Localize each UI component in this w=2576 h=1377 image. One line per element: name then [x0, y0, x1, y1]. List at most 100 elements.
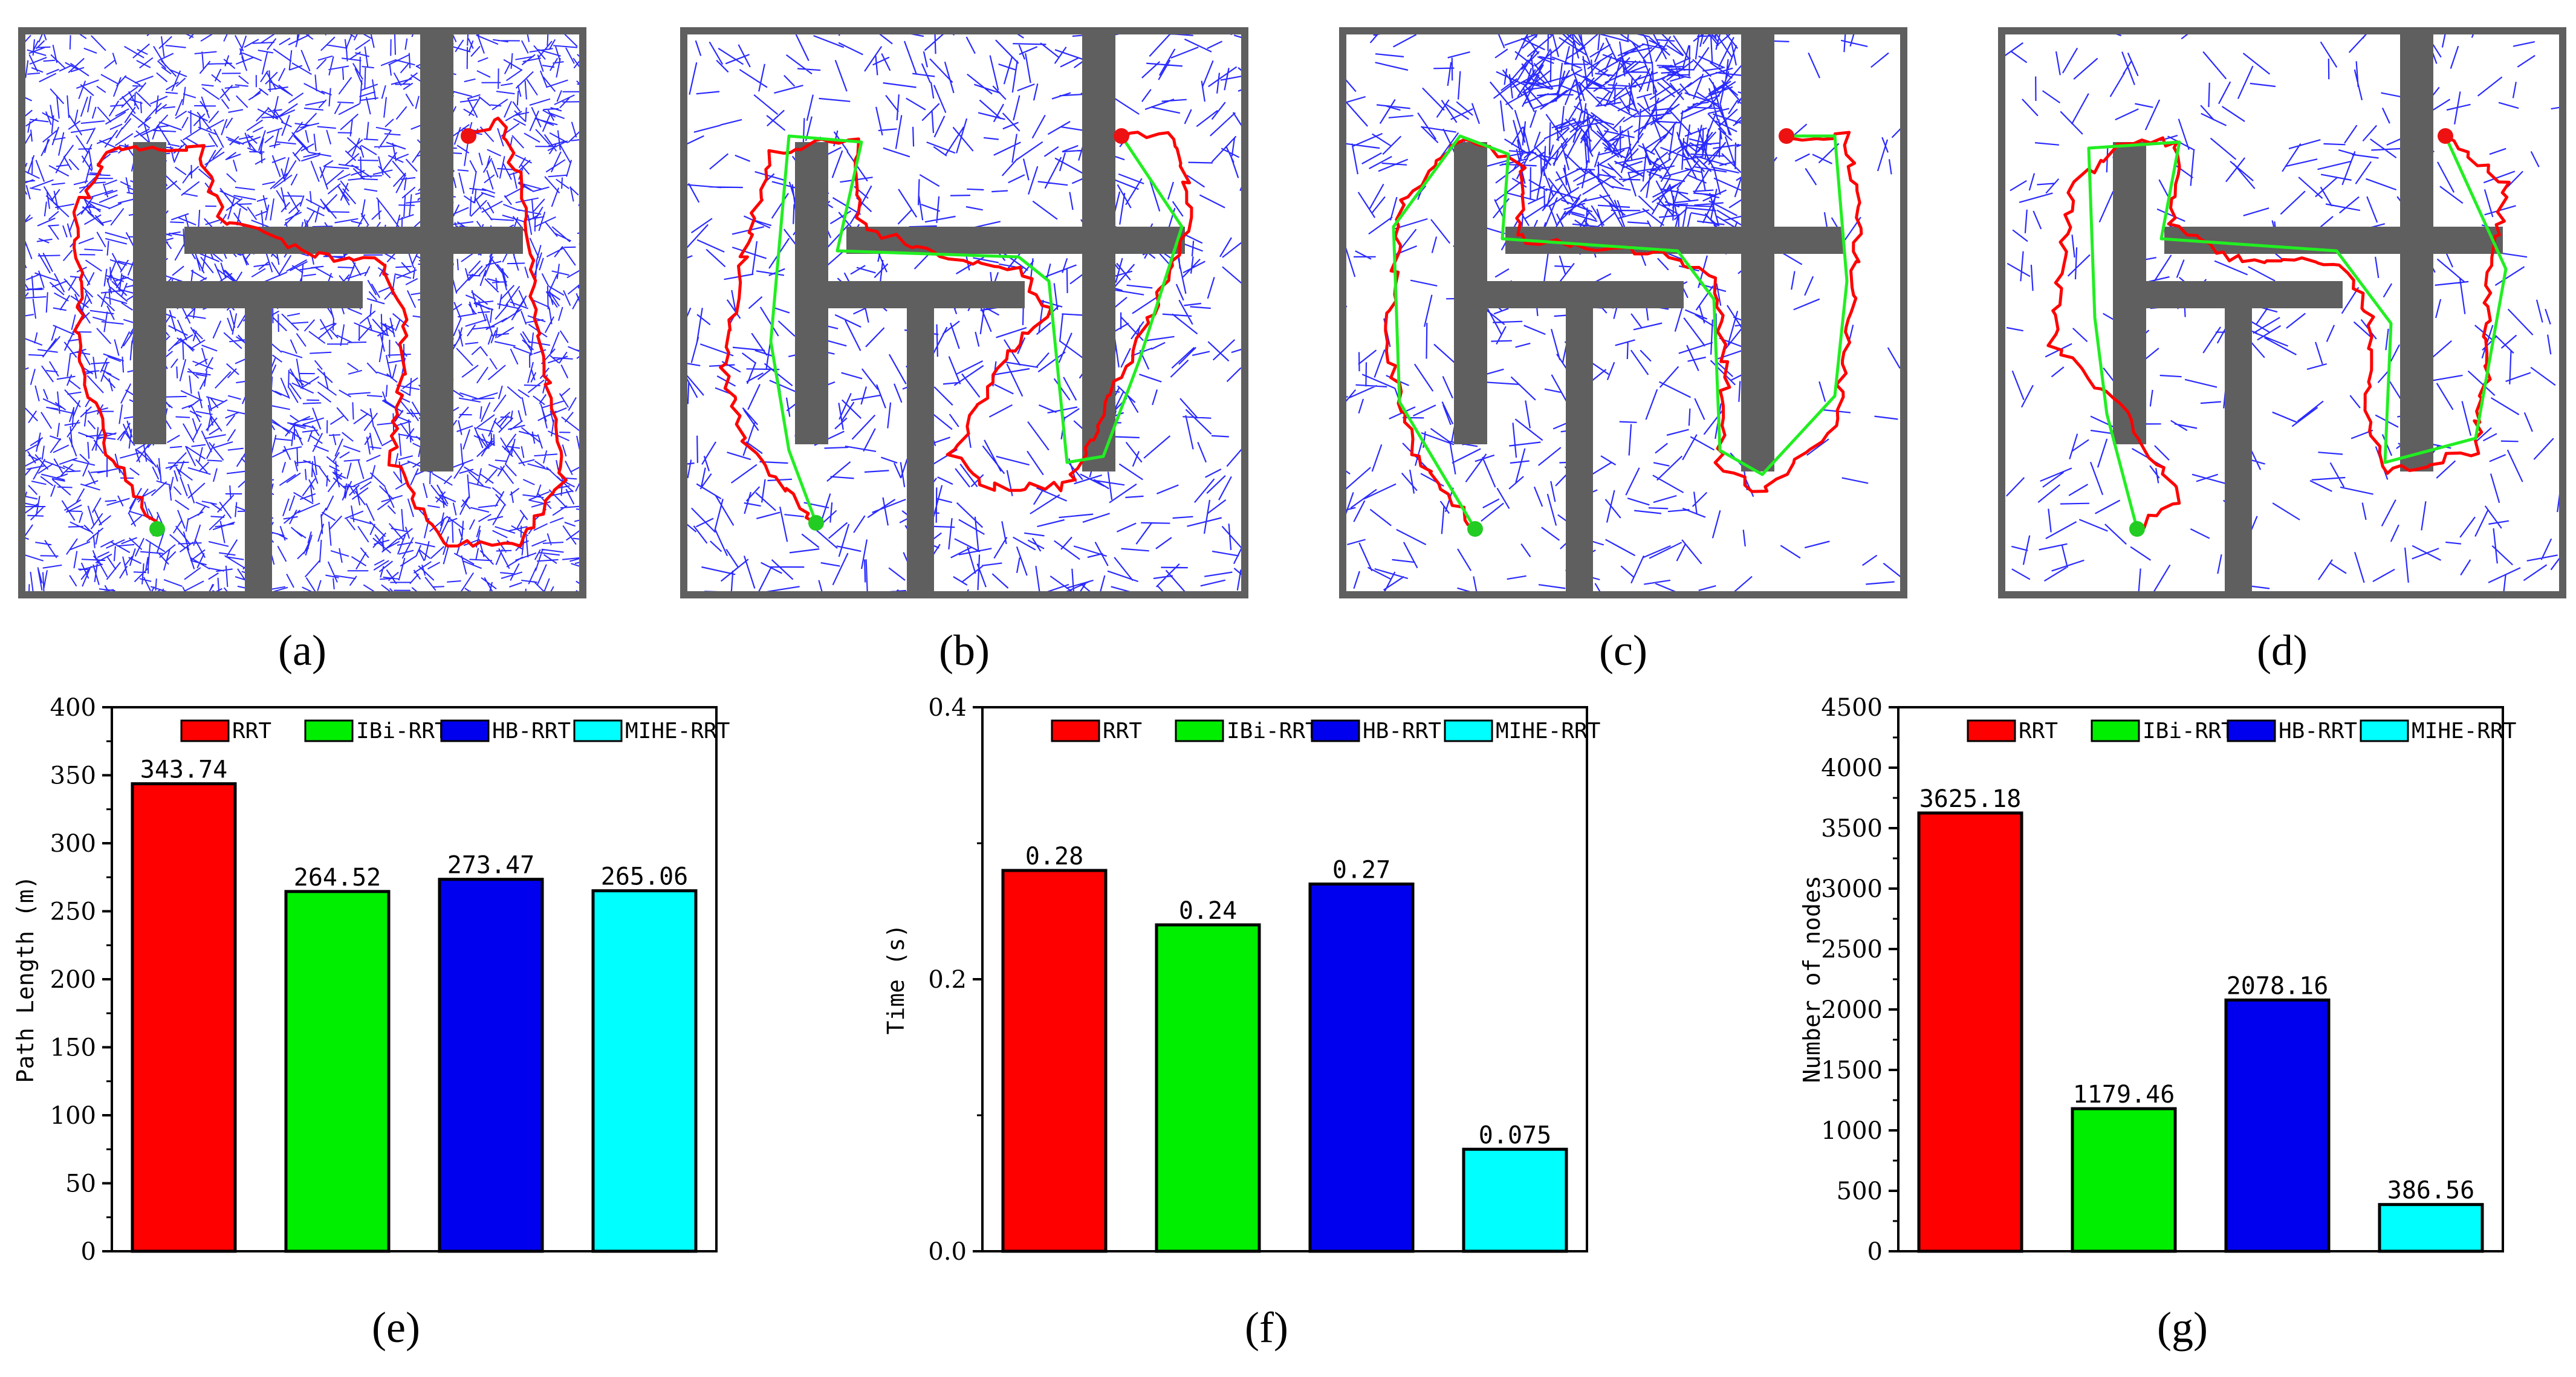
- legend-label: MIHE-RRT: [1496, 719, 1600, 744]
- y-tick-label: 4500: [1821, 694, 1883, 722]
- legend-swatch: [573, 719, 623, 742]
- bar-value-label: 1179.46: [2073, 1081, 2175, 1109]
- map-panel: [18, 27, 586, 598]
- panel-caption: (d): [2257, 626, 2308, 675]
- legend-label: MIHE-RRT: [2412, 719, 2516, 744]
- y-axis-title: Path Length (m): [12, 875, 39, 1083]
- y-tick-label: 3500: [1821, 815, 1883, 843]
- y-tick-label: 0.2: [928, 966, 967, 994]
- legend: RRT IBi-RRT HB-RRT MIHE-RRT: [1967, 719, 2516, 744]
- bar-value-label: 264.52: [294, 864, 381, 892]
- obstacle: [1566, 281, 1593, 595]
- obstacle: [420, 27, 453, 471]
- obstacle: [2400, 27, 2433, 471]
- legend-swatch: [2091, 719, 2140, 742]
- y-tick-label: 0.0: [928, 1238, 967, 1266]
- y-axis-title: Number of nodes: [1799, 875, 1825, 1083]
- bar-charts: 0 50 100 150 200 250 300 350 400 Path Length (m) 3…: [12, 694, 2516, 1352]
- bar: [284, 890, 391, 1253]
- legend-swatch: [1311, 719, 1360, 742]
- map-panel: [680, 27, 1248, 598]
- y-tick-label: 2000: [1821, 996, 1883, 1024]
- obstacle: [245, 281, 272, 595]
- y-tick-label: 1500: [1821, 1057, 1883, 1084]
- legend-swatch: [440, 719, 490, 742]
- bar-value-label: 265.06: [601, 863, 689, 891]
- bar: [2224, 998, 2331, 1253]
- legend-swatch: [2227, 719, 2276, 742]
- obstacle: [184, 227, 523, 254]
- chart-caption: (g): [2157, 1303, 2208, 1352]
- legend-label: IBi-RRT: [356, 719, 448, 744]
- bar-value-label: 0.075: [1479, 1121, 1551, 1149]
- start-point: [808, 515, 824, 531]
- bar: [131, 782, 237, 1253]
- legend-swatch: [1967, 719, 2016, 742]
- map-border: [18, 27, 586, 598]
- bar: [1462, 1147, 1568, 1253]
- bar-value-label: 343.74: [140, 756, 228, 784]
- rrt-tree: [680, 27, 1248, 598]
- goal-point: [1114, 128, 1129, 144]
- rrt-path: [1384, 131, 1863, 530]
- map-border: [680, 27, 1248, 598]
- bar-value-label: 3625.18: [1919, 785, 2022, 813]
- y-tick-label: 500: [1837, 1178, 1883, 1205]
- legend: RRT IBi-RRT HB-RRT MIHE-RRT: [180, 719, 730, 744]
- legend-label: MIHE-RRT: [625, 719, 730, 744]
- rrt-path: [72, 116, 568, 548]
- legend-label: RRT: [2019, 719, 2058, 744]
- start-point: [1467, 521, 1483, 537]
- optimized-path: [1392, 134, 1849, 530]
- legend: RRT IBi-RRT HB-RRT MIHE-RRT: [1051, 719, 1600, 744]
- obstacle: [846, 227, 1185, 254]
- y-tick-label: 3000: [1821, 875, 1883, 903]
- panel-caption: (a): [278, 626, 326, 675]
- optimized-path: [2087, 135, 2508, 530]
- bar: [1308, 883, 1415, 1253]
- start-point: [149, 521, 165, 537]
- y-tick-label: 300: [50, 830, 96, 858]
- y-tick-label: 50: [65, 1170, 96, 1198]
- obstacle: [907, 281, 934, 595]
- y-tick-label: 100: [50, 1102, 96, 1130]
- legend-label: RRT: [232, 719, 271, 744]
- goal-point: [2438, 128, 2453, 144]
- legend-swatch: [2360, 719, 2409, 742]
- bar: [1155, 923, 1261, 1253]
- y-tick-label: 0: [81, 1238, 96, 1266]
- legend-label: IBi-RRT: [2143, 719, 2234, 744]
- legend-swatch: [1051, 719, 1100, 742]
- rrt-tree: [1339, 27, 1907, 598]
- legend-label: RRT: [1103, 719, 1142, 744]
- legend-swatch: [180, 719, 230, 742]
- panel-caption: (b): [939, 626, 990, 675]
- goal-point: [1779, 128, 1794, 144]
- legend-swatch: [1175, 719, 1224, 742]
- bar-chart: 0 50 100 150 200 250 300 350 400 Path Length (m) 3…: [12, 694, 730, 1352]
- y-tick-label: 350: [50, 762, 96, 790]
- bar-value-label: 273.47: [447, 852, 535, 880]
- bar-value-label: 0.27: [1332, 857, 1390, 884]
- y-tick-label: 150: [50, 1034, 96, 1062]
- legend-label: HB-RRT: [2279, 719, 2357, 744]
- chart-caption: (f): [1245, 1303, 1288, 1352]
- map-border: [1339, 27, 1907, 598]
- start-point: [2129, 521, 2145, 537]
- rrt-path: [719, 131, 1193, 525]
- legend-label: IBi-RRT: [1227, 719, 1319, 744]
- y-tick-label: 0.4: [928, 694, 967, 722]
- bar-chart: 0.0 0.2 0.4 Time (s) 0.28 0.24 0.27 0.075 RRT IBi…: [883, 694, 1600, 1352]
- y-tick-label: 2500: [1821, 936, 1883, 964]
- y-tick-label: 250: [50, 898, 96, 926]
- goal-point: [461, 128, 476, 144]
- bar: [591, 889, 698, 1253]
- legend-label: HB-RRT: [492, 719, 571, 744]
- y-axis-title: Time (s): [883, 924, 909, 1034]
- y-tick-label: 0: [1867, 1238, 1883, 1266]
- y-tick-label: 4000: [1821, 754, 1883, 782]
- bar: [1917, 811, 2023, 1253]
- bar: [2071, 1107, 2177, 1253]
- map-border: [1998, 27, 2566, 598]
- map-panel: [1339, 27, 1907, 598]
